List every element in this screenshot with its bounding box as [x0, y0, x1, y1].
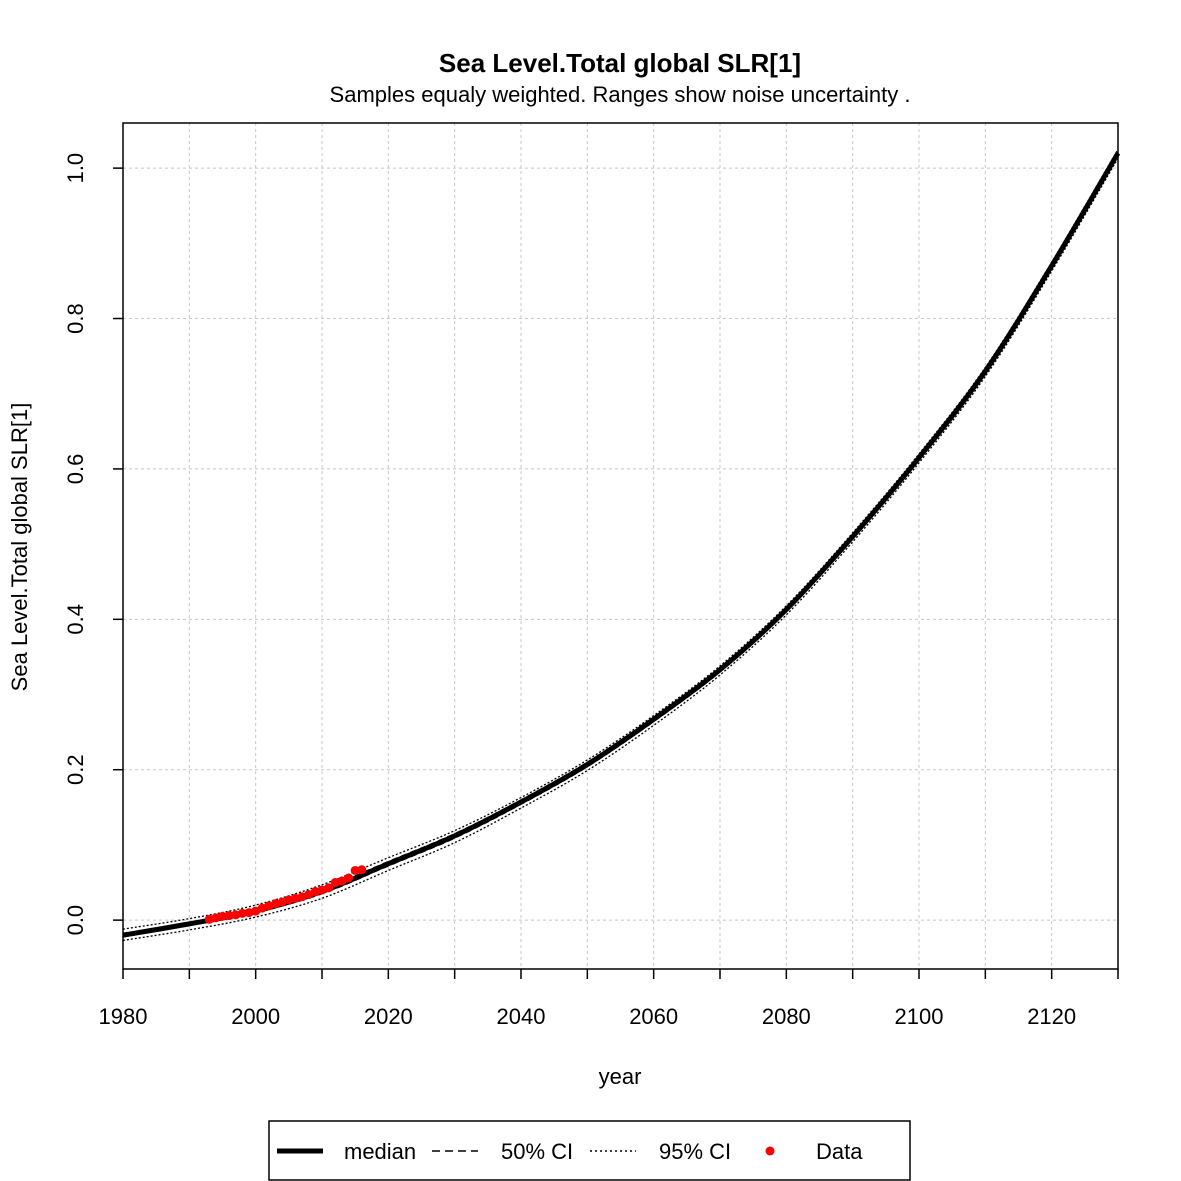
x-tick-label: 2060	[629, 1004, 678, 1029]
ci95-line	[122, 148, 1119, 930]
ci-bands	[122, 148, 1119, 942]
x-tick-label: 2000	[231, 1004, 280, 1029]
data-point	[357, 865, 367, 875]
x-tick-label: 2120	[1027, 1004, 1076, 1029]
data-point	[350, 865, 360, 875]
median-layer	[122, 151, 1121, 938]
x-axis-title: year	[599, 1064, 642, 1089]
y-tick-label: 1.0	[63, 153, 88, 184]
x-tick-label: 1980	[99, 1004, 148, 1029]
y-tick-label: 0.8	[63, 303, 88, 334]
legend-ci95-label: 95% CI	[659, 1139, 731, 1164]
x-tick-label: 2020	[364, 1004, 413, 1029]
data-point	[324, 883, 334, 893]
y-tick-label: 0.4	[63, 604, 88, 635]
legend-data-swatch	[765, 1146, 775, 1156]
x-tick-label: 2100	[895, 1004, 944, 1029]
x-tick-label: 2080	[762, 1004, 811, 1029]
y-tick-label: 0.0	[63, 905, 88, 936]
y-tick-label: 0.6	[63, 454, 88, 485]
grid	[123, 123, 1118, 969]
plot-frame	[122, 122, 1119, 970]
median-line	[122, 151, 1121, 938]
legend: median 50% CI 95% CI Data	[268, 1120, 911, 1181]
y-axis-title: Sea Level.Total global SLR[1]	[7, 403, 32, 692]
legend-box	[268, 1120, 911, 1181]
x-axis: 1980 2000 2020 2040 2060 2080 2100 2120	[99, 969, 1119, 1029]
legend-data-label: Data	[816, 1139, 863, 1164]
chart-title: Sea Level.Total global SLR[1]	[439, 48, 801, 78]
data-point	[224, 911, 234, 921]
data-points	[204, 865, 367, 924]
legend-median-label: median	[344, 1139, 416, 1164]
ci50-line	[122, 155, 1119, 938]
ci50-line	[122, 150, 1119, 935]
data-point	[218, 911, 227, 921]
y-axis: 0.0 0.2 0.4 0.6 0.8 1.0	[63, 153, 123, 936]
data-point	[344, 873, 354, 883]
legend-ci50-label: 50% CI	[501, 1139, 573, 1164]
ci95-line	[122, 158, 1119, 942]
data-point	[237, 908, 247, 918]
chart-subtitle: Samples equaly weighted. Ranges show noi…	[330, 82, 911, 107]
x-tick-label: 2040	[497, 1004, 546, 1029]
y-tick-label: 0.2	[63, 754, 88, 785]
